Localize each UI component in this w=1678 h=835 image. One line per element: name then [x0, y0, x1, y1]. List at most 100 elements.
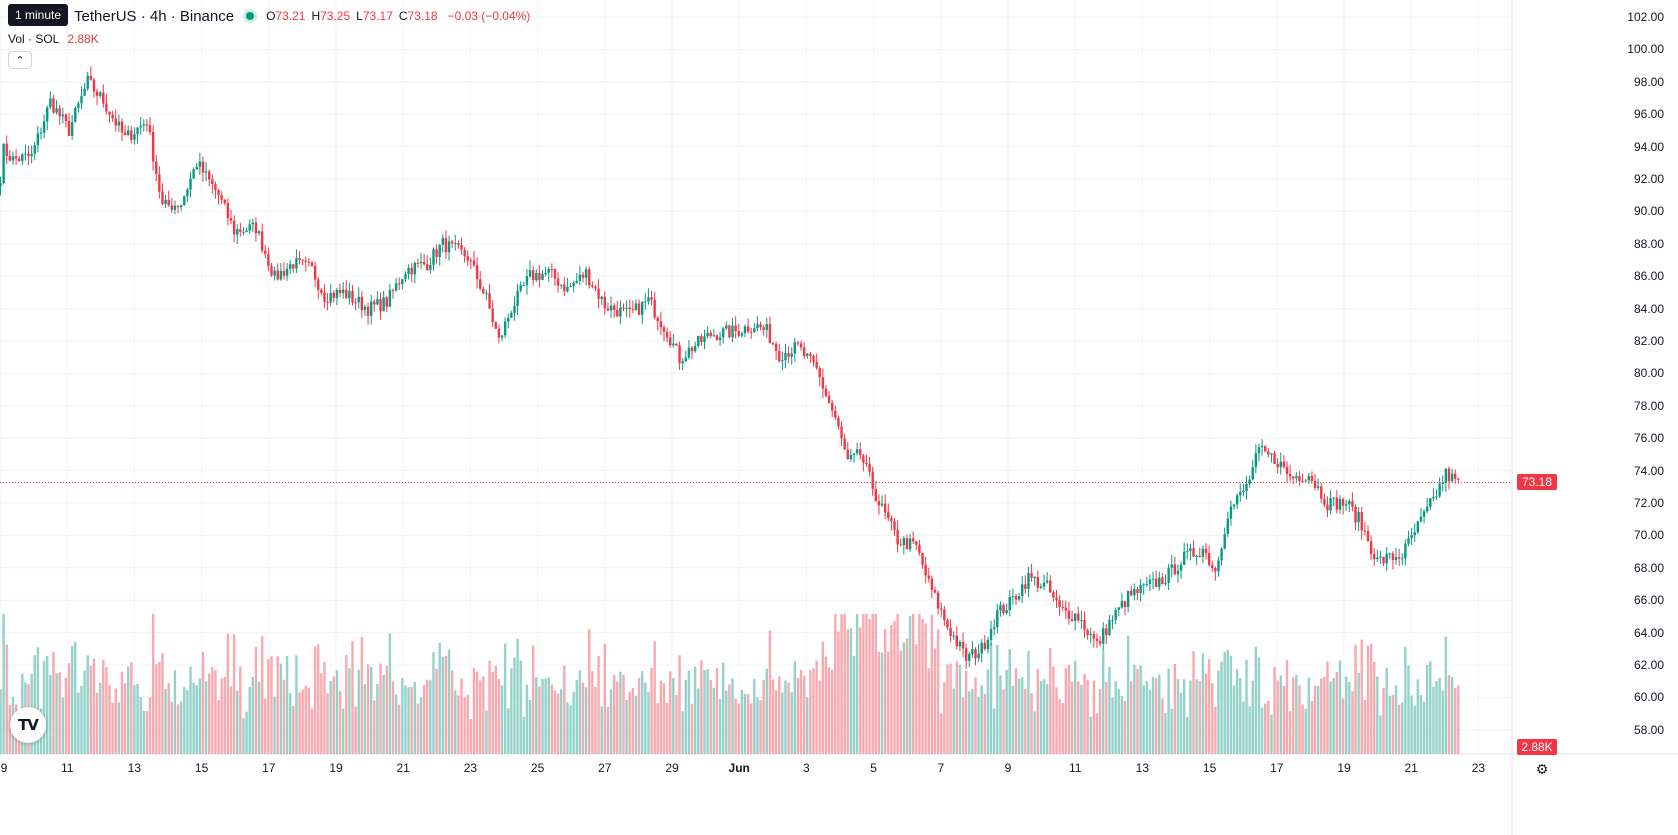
- candle-body: [1005, 610, 1008, 614]
- candle-body: [307, 261, 311, 263]
- candle-body: [933, 590, 937, 593]
- candle-body: [799, 343, 803, 348]
- volume-bar: [1049, 647, 1052, 754]
- candle-body: [192, 169, 195, 179]
- candle-body: [1316, 486, 1320, 488]
- volume-bar: [329, 681, 332, 754]
- candle-body: [33, 145, 36, 154]
- candle-body: [1444, 468, 1448, 483]
- volume-bar: [1095, 713, 1099, 754]
- volume-bar: [855, 614, 859, 754]
- volume-bar: [1083, 674, 1086, 754]
- volume-bar: [49, 674, 52, 754]
- volume-bar: [158, 661, 161, 754]
- volume-bar: [55, 673, 58, 754]
- volume-value: 2.88K: [67, 32, 99, 46]
- volume-bar: [809, 669, 812, 754]
- candle-body: [254, 222, 258, 234]
- candle-body: [1114, 609, 1117, 620]
- candle-body: [1416, 521, 1420, 533]
- volume-bar: [42, 660, 46, 754]
- volume-bar: [1214, 706, 1217, 754]
- candle-body: [1164, 582, 1167, 585]
- volume-bar: [762, 679, 765, 754]
- time-tick-label: 3: [803, 761, 810, 775]
- candle-body: [1223, 533, 1226, 549]
- volume-bar: [1014, 668, 1018, 754]
- volume-bar: [382, 675, 385, 754]
- price-tick-label: 86.00: [1633, 269, 1664, 284]
- candle-body: [304, 260, 307, 262]
- candle-body: [214, 183, 217, 191]
- candle-body: [1382, 556, 1385, 564]
- volume-bar: [1304, 708, 1307, 754]
- volume-bar: [1260, 707, 1264, 754]
- volume-bar: [591, 671, 594, 754]
- volume-bar: [566, 702, 569, 754]
- volume-bar: [1192, 651, 1195, 754]
- volume-bar: [746, 694, 750, 754]
- candle-body: [354, 302, 357, 304]
- time-tick-label: 29: [665, 761, 679, 775]
- symbol-title[interactable]: TetherUS · 4h · Binance: [74, 7, 235, 25]
- candle-body: [762, 327, 765, 330]
- volume-bar: [482, 676, 485, 754]
- candle-body: [463, 249, 466, 257]
- volume-bar: [1195, 679, 1198, 754]
- volume-bar: [394, 694, 398, 754]
- candle-body: [968, 653, 971, 661]
- settings-icon[interactable]: ⚙: [1535, 761, 1549, 777]
- volume-bar: [980, 685, 983, 754]
- candle-body: [1313, 480, 1317, 488]
- volume-bar: [1052, 666, 1055, 754]
- candle-body: [8, 156, 12, 161]
- volume-bar: [1438, 677, 1441, 754]
- volume-bar: [1270, 714, 1273, 754]
- candle-body: [575, 280, 578, 283]
- volume-bar: [301, 689, 304, 754]
- candle-body: [204, 171, 208, 173]
- candle-body: [348, 290, 351, 299]
- candle-body: [964, 648, 968, 661]
- candle-body: [538, 273, 541, 280]
- candle-body: [706, 332, 709, 337]
- volume-bar: [444, 655, 448, 754]
- candle-body: [1441, 482, 1444, 484]
- volume-bar: [544, 678, 547, 754]
- candle-body: [482, 288, 485, 294]
- volume-label[interactable]: Vol · SOL: [8, 32, 60, 46]
- tradingview-logo[interactable]: TV: [10, 707, 46, 743]
- volume-bar: [924, 623, 927, 754]
- volume-bar: [1369, 643, 1373, 754]
- candle-body: [64, 114, 68, 122]
- volume-bar: [435, 668, 438, 754]
- candle-body: [887, 512, 890, 519]
- volume-bar: [1251, 680, 1254, 754]
- time-tick-label: 23: [463, 761, 478, 775]
- candle-body: [930, 578, 934, 591]
- candle-body: [186, 189, 189, 197]
- volume-bar: [491, 671, 494, 754]
- candle-body: [1329, 498, 1332, 511]
- volume-bar: [457, 695, 460, 754]
- volume-bar: [357, 669, 360, 754]
- candle-body: [1030, 572, 1033, 578]
- volume-bar: [1167, 668, 1170, 754]
- close-value: 73.18: [407, 9, 438, 23]
- time-tick-label: 21: [1404, 761, 1418, 775]
- candle-body: [416, 263, 420, 265]
- candle-body: [472, 260, 476, 266]
- volume-bar: [127, 666, 130, 754]
- volume-bar: [637, 677, 641, 754]
- candle-body: [703, 336, 706, 343]
- candle-body: [357, 296, 360, 303]
- volume-bar: [569, 705, 572, 754]
- candle-body: [507, 317, 510, 322]
- volume-bar: [123, 683, 127, 754]
- volume-bar: [130, 662, 133, 754]
- volume-bar: [560, 689, 563, 754]
- volume-bar: [1432, 686, 1435, 754]
- price-tick-label: 74.00: [1633, 463, 1664, 478]
- collapse-legend-button[interactable]: ⌃: [8, 51, 32, 69]
